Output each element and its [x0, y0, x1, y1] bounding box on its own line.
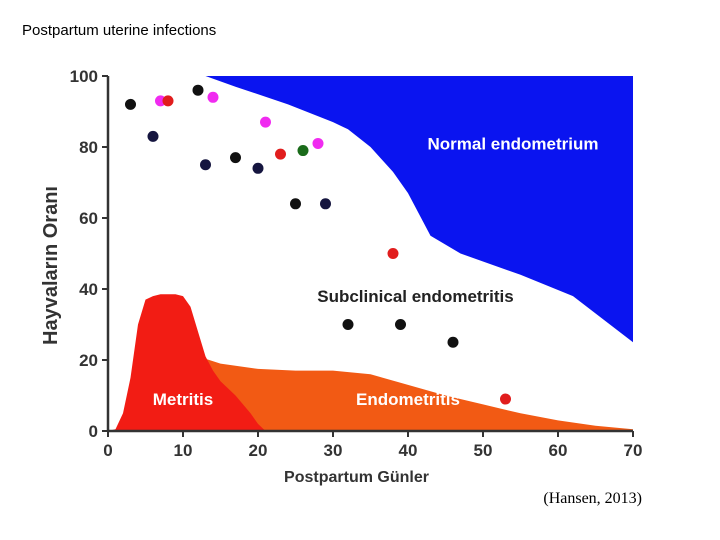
data-point [395, 319, 406, 330]
x-tick-label: 0 [103, 441, 112, 460]
data-point [207, 91, 219, 103]
x-tick-label: 30 [324, 441, 343, 460]
data-point [192, 84, 204, 96]
data-point [312, 137, 324, 149]
y-axis-title: Hayvaların Oranı [40, 186, 62, 345]
region-metritis [108, 294, 266, 431]
region-label-normal-endometrium: Normal endometrium [428, 134, 599, 153]
page-title: Postpartum uterine infections [22, 22, 217, 39]
data-point [290, 198, 301, 210]
data-point [447, 336, 459, 348]
data-point [147, 130, 159, 142]
data-point [162, 95, 174, 107]
y-tick-label: 40 [79, 280, 98, 299]
data-point [125, 98, 136, 110]
region-label-metritis: Metritis [153, 390, 213, 409]
chart-axes: 0 10 20 30 40 50 60 70 0 20 40 60 80 100 Postpartum Gü… [40, 67, 642, 486]
chart-points [125, 84, 511, 405]
x-tick-label: 10 [174, 441, 193, 460]
data-point [342, 319, 354, 330]
y-tick-label: 20 [79, 351, 98, 370]
data-point [260, 116, 271, 128]
y-tick-label: 100 [70, 67, 98, 86]
data-point [275, 148, 286, 160]
data-point [320, 198, 331, 210]
x-tick-label: 40 [399, 441, 418, 460]
region-endometritis [198, 356, 633, 431]
data-point [252, 162, 264, 174]
region-label-subclinical-endometritis: Subclinical endometritis [317, 287, 514, 306]
region-normal-endometrium [108, 76, 633, 343]
data-point [387, 248, 399, 259]
region-label-endometritis: Endometritis [356, 390, 460, 409]
x-tick-label: 70 [624, 441, 643, 460]
x-tick-label: 20 [249, 441, 268, 460]
x-tick-label: 50 [474, 441, 493, 460]
chart-regions [108, 76, 633, 431]
data-point [297, 145, 309, 157]
y-tick-label: 80 [79, 138, 98, 157]
y-tick-label: 60 [79, 209, 98, 228]
data-point [500, 393, 511, 405]
y-tick-label: 0 [89, 422, 98, 441]
citation: (Hansen, 2013) [543, 490, 642, 507]
x-tick-label: 60 [549, 441, 568, 460]
chart-labels: Normal endometrium Subclinical endometrit… [153, 134, 599, 409]
data-point [230, 152, 241, 164]
x-axis-title: Postpartum Günler [284, 469, 429, 486]
data-point [200, 159, 211, 171]
